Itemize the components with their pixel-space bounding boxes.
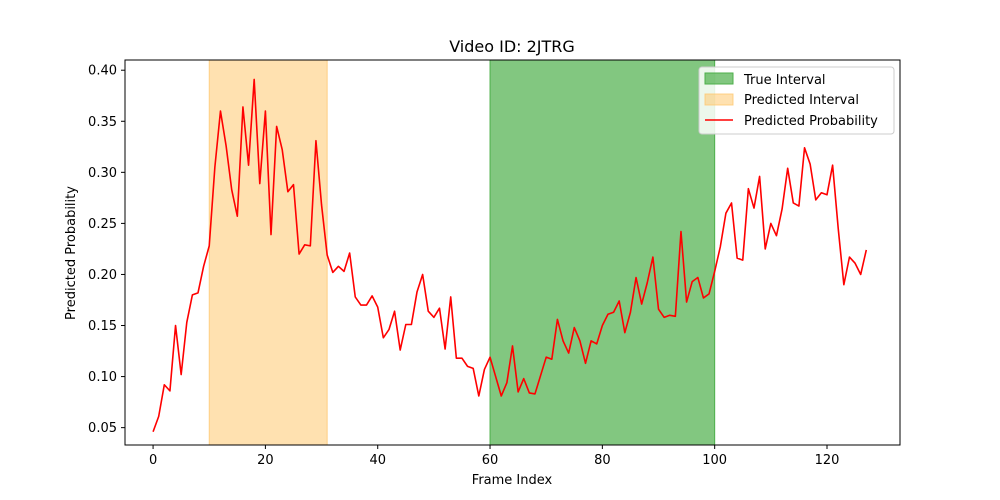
x-tick-label: 100	[702, 453, 727, 468]
y-axis: 0.05 0.10 0.15 0.20 0.25 0.30 0.35 0.40	[88, 64, 125, 436]
x-tick-label: 20	[257, 453, 274, 468]
x-tick-label: 0	[149, 453, 157, 468]
y-tick-label: 0.40	[88, 64, 117, 79]
true-interval-band	[489, 59, 716, 446]
plot-frame	[124, 59, 901, 446]
legend-swatch-true-interval	[704, 72, 734, 85]
x-axis-label: Frame Index	[472, 473, 553, 488]
legend-swatch-predicted-interval	[704, 93, 734, 106]
series-line-predicted-probability	[152, 78, 868, 432]
x-tick-label: 80	[594, 453, 611, 468]
y-tick-label: 0.05	[88, 421, 117, 436]
x-axis: 0 20 40 60 80 100 120	[149, 445, 839, 468]
legend-label-true-interval: True Interval	[743, 73, 826, 88]
legend-frame	[698, 66, 895, 135]
y-tick-label: 0.30	[88, 166, 117, 181]
y-axis-label: Predicted Probability	[64, 186, 79, 320]
chart-title: Video ID: 2JTRG	[449, 37, 575, 56]
predicted-interval-band	[208, 59, 328, 446]
y-tick-label: 0.35	[88, 115, 117, 130]
x-tick-label: 120	[815, 453, 840, 468]
legend: True Interval Predicted Interval Predict…	[698, 66, 895, 135]
probability-line-layer	[152, 78, 868, 432]
legend-label-predicted-interval: Predicted Interval	[744, 93, 859, 108]
x-tick-label: 60	[482, 453, 499, 468]
x-tick-label: 40	[369, 453, 386, 468]
interval-bands	[208, 59, 716, 446]
y-tick-label: 0.15	[88, 319, 117, 334]
y-tick-label: 0.20	[88, 268, 117, 283]
y-tick-label: 0.10	[88, 370, 117, 385]
y-tick-label: 0.25	[88, 217, 117, 232]
legend-label-predicted-probability: Predicted Probability	[744, 114, 878, 129]
